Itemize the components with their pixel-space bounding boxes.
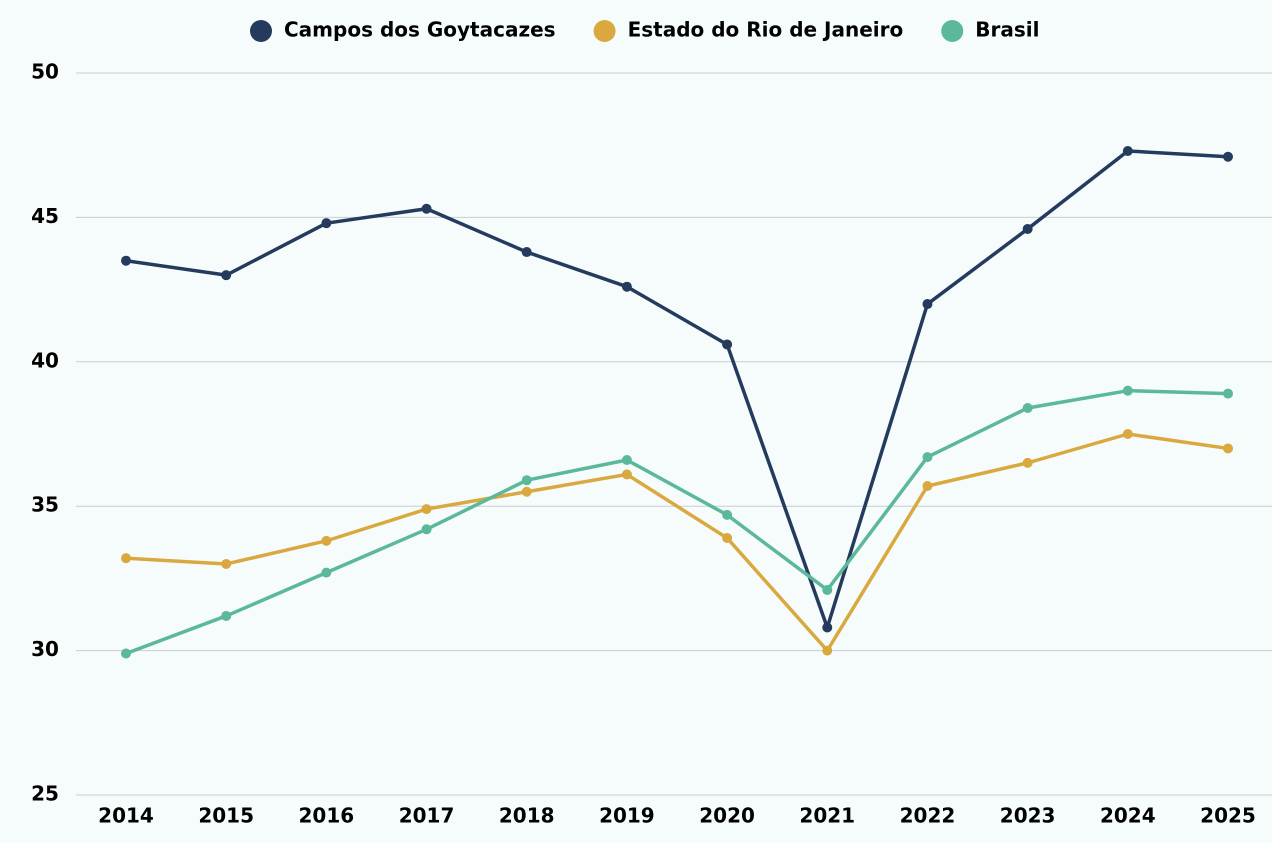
x-tick-label: 2024 bbox=[1100, 804, 1156, 828]
point bbox=[1022, 457, 1033, 468]
legend-label: Estado do Rio de Janeiro bbox=[628, 18, 904, 42]
series-line bbox=[125, 388, 1229, 656]
point bbox=[1223, 151, 1233, 162]
point bbox=[621, 281, 632, 292]
x-tick-label: 2017 bbox=[399, 804, 455, 828]
point bbox=[722, 509, 733, 520]
x-tick-label: 2020 bbox=[699, 804, 755, 828]
point bbox=[822, 645, 833, 656]
point bbox=[621, 454, 632, 465]
point bbox=[121, 648, 131, 659]
point bbox=[1022, 223, 1033, 234]
point bbox=[722, 339, 733, 350]
point bbox=[822, 622, 833, 633]
point bbox=[1122, 429, 1133, 439]
point bbox=[321, 218, 332, 229]
point bbox=[421, 524, 432, 535]
series-line bbox=[125, 432, 1229, 653]
point bbox=[321, 535, 332, 546]
point bbox=[221, 558, 232, 569]
point bbox=[221, 270, 232, 281]
point bbox=[822, 584, 833, 595]
point bbox=[922, 452, 933, 463]
point bbox=[121, 255, 131, 266]
point bbox=[321, 567, 332, 578]
x-tick-label: 2019 bbox=[599, 804, 655, 828]
point bbox=[1223, 388, 1233, 399]
x-tick-label: 2021 bbox=[799, 804, 855, 828]
x-tick-label: 2014 bbox=[98, 804, 154, 828]
x-tick-label: 2022 bbox=[900, 804, 956, 828]
point bbox=[521, 475, 532, 486]
y-tick-label: 25 bbox=[31, 782, 59, 806]
point bbox=[521, 247, 532, 258]
legend-marker bbox=[250, 20, 272, 42]
x-tick-label: 2015 bbox=[198, 804, 254, 828]
y-tick-label: 35 bbox=[31, 493, 59, 517]
y-tick-label: 50 bbox=[31, 60, 59, 84]
point bbox=[221, 610, 232, 621]
y-tick-label: 45 bbox=[31, 204, 59, 228]
x-tick-label: 2025 bbox=[1200, 804, 1256, 828]
series-line bbox=[125, 149, 1229, 630]
point bbox=[1122, 145, 1133, 156]
point bbox=[1122, 385, 1133, 396]
x-tick-label: 2023 bbox=[1000, 804, 1056, 828]
point bbox=[521, 486, 532, 497]
x-tick-label: 2016 bbox=[299, 804, 355, 828]
point bbox=[121, 553, 131, 564]
legend-label: Brasil bbox=[975, 18, 1039, 42]
point bbox=[1223, 443, 1233, 454]
legend-marker bbox=[941, 20, 964, 42]
point bbox=[421, 504, 432, 515]
point bbox=[1022, 403, 1033, 414]
point bbox=[922, 480, 933, 491]
y-tick-label: 40 bbox=[31, 348, 59, 372]
point bbox=[722, 532, 733, 543]
y-tick-label: 30 bbox=[31, 637, 59, 661]
point bbox=[621, 469, 632, 480]
legend-marker bbox=[593, 20, 616, 42]
legend-label: Campos dos Goytacazes bbox=[284, 18, 556, 42]
point bbox=[421, 203, 432, 214]
x-tick-label: 2018 bbox=[499, 804, 555, 828]
point bbox=[922, 299, 933, 310]
